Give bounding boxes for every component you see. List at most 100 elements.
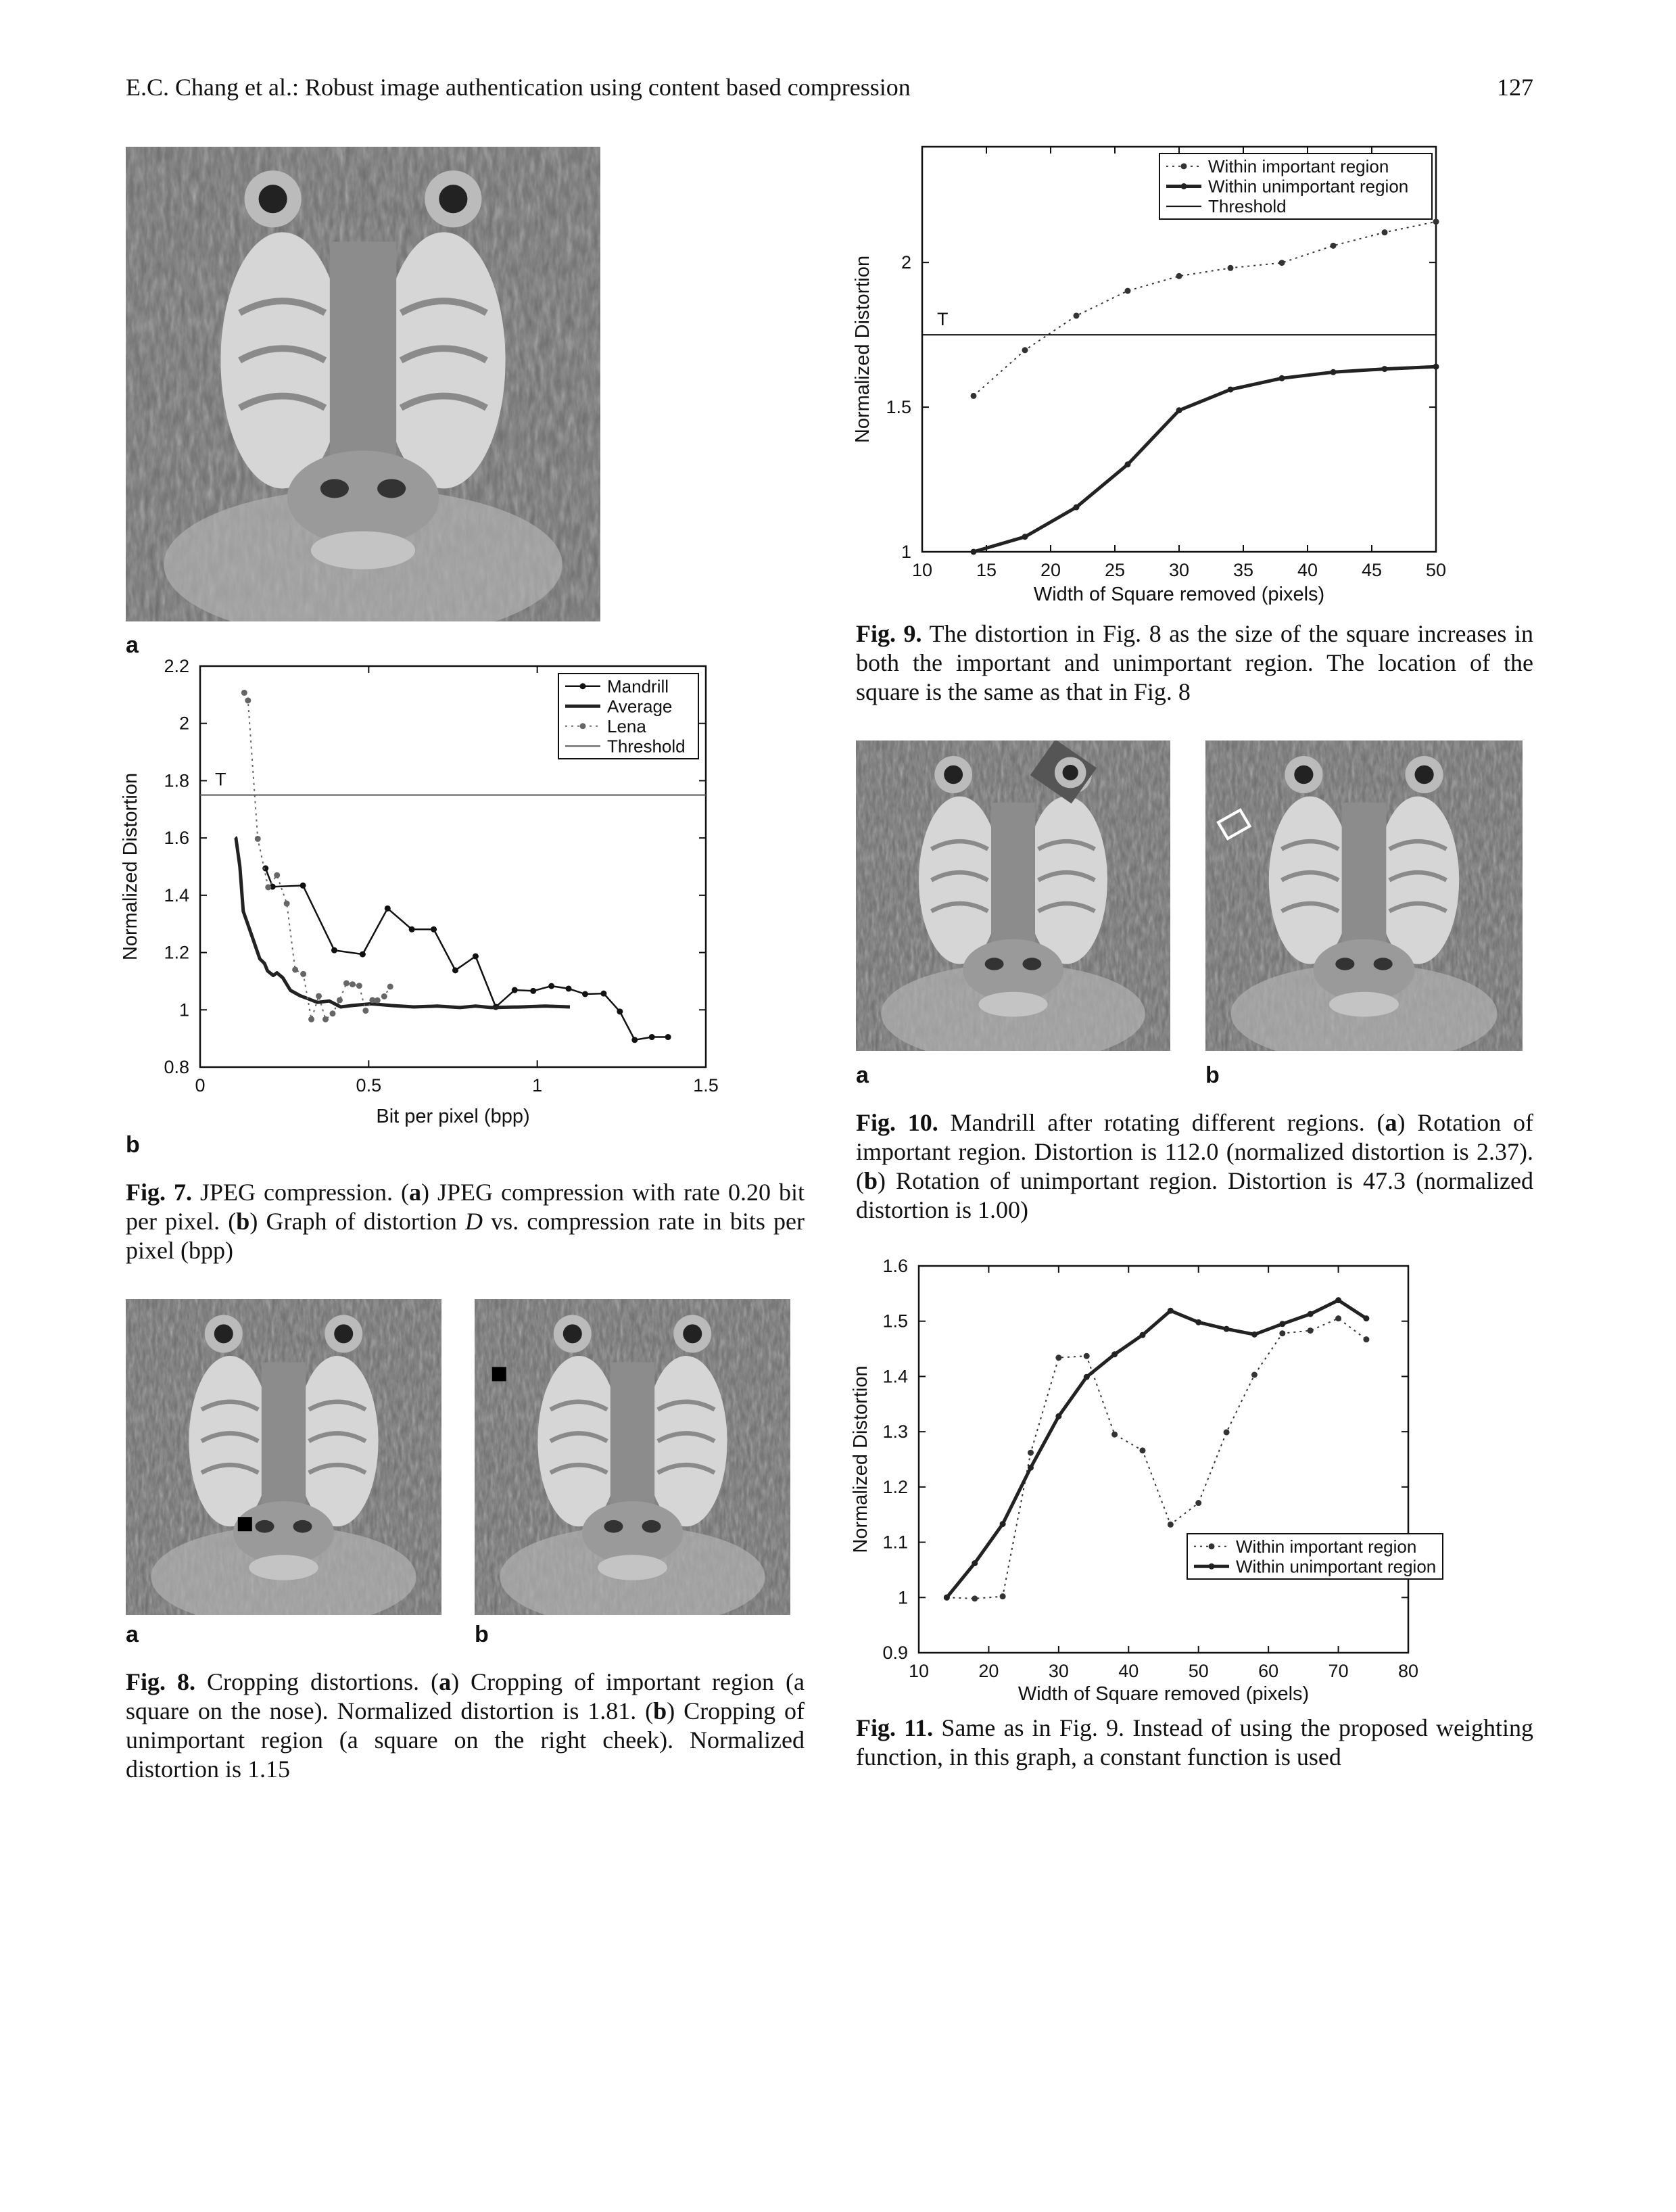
fig8b-cropped-cheek-image <box>475 1299 790 1615</box>
cropped-square <box>492 1367 506 1382</box>
data-point <box>1083 1373 1090 1380</box>
data-point <box>1307 1327 1314 1334</box>
fig8-caption-text: Cropping distortions. ( <box>195 1668 439 1695</box>
data-point <box>1279 1330 1286 1337</box>
y-tick-label: 1 <box>901 542 911 562</box>
y-axis-label: Normalized Distortion <box>850 1365 871 1553</box>
plot-frame <box>917 1265 1410 1654</box>
fig11-caption-text: Same as in Fig. 9. Instead of using the … <box>856 1714 1533 1770</box>
data-point <box>369 997 376 1004</box>
data-point <box>970 392 977 399</box>
x-tick-label: 10 <box>912 560 932 580</box>
data-point <box>972 1560 978 1567</box>
fig7-caption-text: JPEG compression. ( <box>192 1179 409 1206</box>
data-point <box>1055 1413 1062 1419</box>
fig10-label-b: b <box>1205 1062 1220 1088</box>
data-point <box>300 970 307 977</box>
data-point <box>1167 1521 1174 1528</box>
fig11-caption: Fig. 11. Same as in Fig. 9. Instead of u… <box>856 1714 1533 1772</box>
legend-box <box>558 673 699 759</box>
data-point <box>648 1034 655 1041</box>
x-tick-label: 35 <box>1233 560 1253 580</box>
data-point <box>1433 218 1439 225</box>
fig9-caption-text: The distortion in Fig. 8 as the size of … <box>856 620 1533 705</box>
x-tick-label: 25 <box>1105 560 1125 580</box>
data-point <box>384 905 391 912</box>
fig8a-cropped-nose-image <box>126 1299 441 1615</box>
data-point <box>331 947 337 954</box>
x-tick-label: 50 <box>1189 1661 1209 1681</box>
data-point <box>349 981 356 988</box>
data-point <box>581 991 588 997</box>
y-tick-label: 1 <box>898 1587 908 1607</box>
data-point <box>548 983 555 989</box>
data-point <box>530 987 537 994</box>
data-point <box>329 1010 336 1017</box>
fig10-caption-text: ) Rotation of unimportant region. Distor… <box>856 1167 1533 1223</box>
data-point <box>262 865 269 872</box>
data-point <box>970 548 977 555</box>
fig10-caption-lead: Fig. 10. <box>856 1109 938 1136</box>
y-tick-label: 2 <box>179 713 189 734</box>
data-point <box>1278 375 1285 381</box>
x-tick-label: 1 <box>532 1075 542 1096</box>
data-point <box>1176 273 1182 279</box>
data-point <box>1223 1325 1230 1332</box>
data-point <box>565 985 572 992</box>
data-point <box>1055 1355 1062 1361</box>
y-tick-label: 1.2 <box>164 943 189 963</box>
threshold-label: T <box>215 770 226 790</box>
legend-label: Within unimportant region <box>1236 1556 1436 1576</box>
data-point <box>283 900 290 907</box>
data-point <box>322 1016 329 1022</box>
fig8-label-b: b <box>475 1622 489 1647</box>
data-point <box>1330 242 1337 249</box>
x-tick-label: 30 <box>1049 1661 1069 1681</box>
data-point <box>292 966 299 973</box>
data-point <box>1195 1500 1202 1507</box>
legend-box <box>1187 1533 1443 1580</box>
rotated-region <box>1216 808 1252 841</box>
fig10a-rotated-important-image <box>856 740 1170 1051</box>
legend-label: Mandrill <box>607 676 669 697</box>
legend-marker <box>579 683 586 690</box>
x-tick-label: 50 <box>1426 560 1446 580</box>
data-point <box>241 689 247 696</box>
y-axis-label: Normalized Distortion <box>852 256 873 443</box>
data-point <box>1278 260 1285 266</box>
series-line-mandrill <box>264 868 669 1041</box>
fig8-caption-text: ) Cropping of important region (a square… <box>126 1668 805 1724</box>
data-point <box>1167 1307 1174 1314</box>
legend-label: Within important region <box>1236 1536 1416 1557</box>
data-point <box>1073 312 1080 319</box>
data-point <box>600 990 607 997</box>
fig7-caption-var: D <box>465 1208 483 1235</box>
series-line-lena <box>243 692 391 1020</box>
data-point <box>452 967 458 974</box>
rotated-region <box>1030 740 1097 804</box>
fig7-label-b: b <box>126 1132 140 1158</box>
threshold-label: T <box>937 309 949 329</box>
fig8-caption-b: b <box>653 1697 667 1724</box>
x-tick-label: 10 <box>909 1661 929 1681</box>
x-tick-label: 80 <box>1398 1661 1418 1681</box>
data-point <box>1139 1332 1146 1338</box>
y-tick-label: 1.3 <box>882 1421 908 1442</box>
data-point <box>972 1595 978 1602</box>
data-point <box>381 993 387 999</box>
y-axis-label: Normalized Distortion <box>120 773 141 960</box>
data-point <box>617 1008 623 1015</box>
y-tick-label: 1.6 <box>164 828 189 848</box>
data-point <box>511 987 518 993</box>
legend-marker <box>1180 163 1187 170</box>
data-point <box>1111 1431 1118 1438</box>
x-axis-label: Width of Square removed (pixels) <box>1018 1683 1309 1705</box>
fig10-caption-b: b <box>864 1167 878 1194</box>
data-point <box>1027 1449 1034 1456</box>
data-point <box>999 1593 1006 1600</box>
fig7-caption-text: ) Graph of distortion <box>249 1208 465 1235</box>
fig9-caption-lead: Fig. 9. <box>856 620 922 647</box>
data-point <box>665 1034 671 1041</box>
fig8-caption-text: ) Cropping of unimportant region (a squa… <box>126 1697 805 1783</box>
